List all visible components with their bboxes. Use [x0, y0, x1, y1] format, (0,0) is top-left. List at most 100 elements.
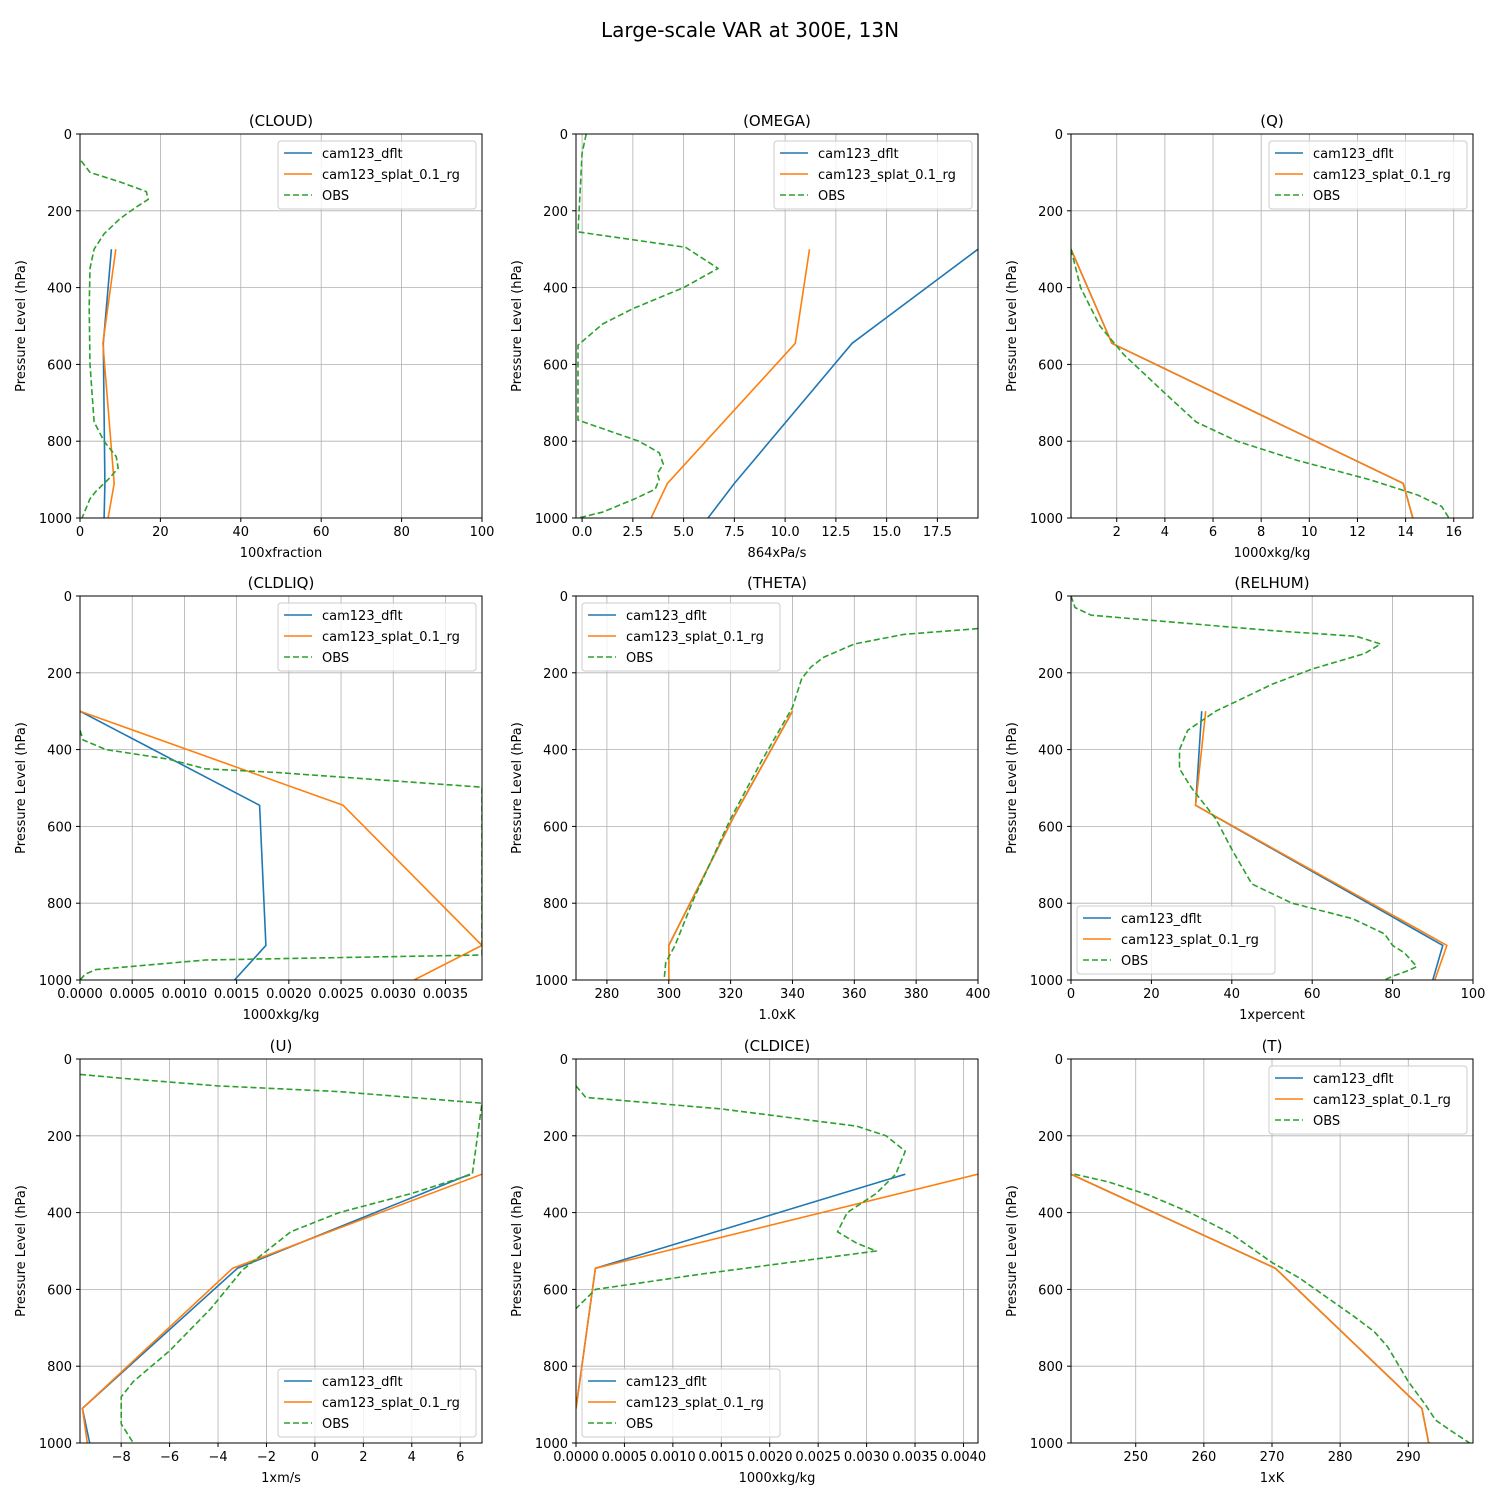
y-axis-label: Pressure Level (hPa) — [1005, 1185, 1020, 1317]
x-axis-label: 1xm/s — [261, 1471, 301, 1486]
panel-8: 250 260 270 280 290 0 200 400 600 800 1000 (T) 1xK Pr… — [1005, 1037, 1474, 1486]
y-tick-label: 1000 — [1030, 1437, 1063, 1452]
y-tick-label: 600 — [47, 358, 72, 373]
x-tick-label: −2 — [257, 1450, 276, 1465]
y-tick-label: 1000 — [39, 1437, 72, 1452]
y-axis-label: Pressure Level (hPa) — [510, 260, 525, 392]
panel-title: (CLDLIQ) — [248, 574, 315, 592]
x-tick-label: 300 — [656, 987, 681, 1002]
series-line-cam123-splat-0-1-rg — [576, 1173, 978, 1409]
y-tick-label: 400 — [1038, 1207, 1063, 1222]
x-tick-label: 0.0020 — [747, 1450, 793, 1465]
x-tick-label: 270 — [1260, 1450, 1285, 1465]
y-tick-label: 0 — [1055, 1053, 1063, 1068]
panel-title: (CLDICE) — [744, 1037, 810, 1055]
series-line-cam123-splat-0-1-rg — [650, 249, 811, 518]
x-tick-label: 260 — [1191, 1450, 1216, 1465]
y-tick-label: 1000 — [1030, 512, 1063, 527]
series-group — [1071, 596, 1448, 980]
legend-label: cam123_dflt — [818, 147, 899, 162]
x-tick-label: 380 — [904, 987, 929, 1002]
x-tick-label: 0.0030 — [844, 1450, 890, 1465]
panel-2: 2 4 6 8 10 12 14 16 0 200 400 600 800 1000 (Q) 1000xkg/… — [1005, 112, 1474, 561]
y-tick-label: 600 — [47, 1283, 72, 1298]
legend-label: cam123_dflt — [1313, 1072, 1394, 1087]
x-tick-label: −6 — [160, 1450, 179, 1465]
x-tick-label: 60 — [1304, 987, 1321, 1002]
x-tick-label: 6 — [1209, 525, 1217, 540]
series-group — [1071, 1173, 1471, 1443]
legend-box — [277, 140, 477, 210]
x-tick-label: 280 — [595, 987, 620, 1002]
y-tick-label: 200 — [1038, 1130, 1063, 1145]
y-tick-label: 0 — [560, 1053, 568, 1068]
panel-title: (U) — [270, 1037, 293, 1055]
axes-frame — [79, 133, 483, 519]
x-axis-label: 1xpercent — [1239, 1008, 1305, 1023]
x-tick-label: 0 — [1067, 987, 1075, 1002]
y-tick-label: 1000 — [39, 512, 72, 527]
x-tick-label: 14 — [1397, 525, 1414, 540]
y-tick-label: 600 — [543, 820, 568, 835]
panel-0: 0 20 40 60 80 10002004006008001000(CLOUD)100x… — [14, 112, 494, 561]
x-tick-label: 360 — [842, 987, 867, 1002]
axes-frame — [1070, 133, 1474, 519]
x-tick-label: 280 — [1328, 1450, 1353, 1465]
y-tick-label: 800 — [1038, 897, 1063, 912]
y-tick-label: 600 — [543, 358, 568, 373]
series-group — [1071, 248, 1450, 518]
legend-label: OBS — [322, 1417, 349, 1432]
x-tick-label: 6 — [456, 1450, 464, 1465]
y-axis-label: Pressure Level (hPa) — [1005, 722, 1020, 854]
y-axis-label: Pressure Level (hPa) — [14, 260, 29, 392]
panel-4: 280 300 320 340 360 380 400 0 200 400 600 800 1000 (T… — [510, 574, 990, 1023]
y-tick-label: 1000 — [1030, 974, 1063, 989]
series-line-cam123-dflt — [80, 710, 267, 980]
x-tick-label: 40 — [1224, 987, 1241, 1002]
y-tick-label: 0 — [560, 128, 568, 143]
legend-label: OBS — [626, 651, 653, 666]
x-tick-label: 340 — [780, 987, 805, 1002]
legend-label: cam123_dflt — [1313, 147, 1394, 162]
x-tick-label: 0.0010 — [650, 1450, 696, 1465]
x-tick-label: 8 — [1257, 525, 1265, 540]
panel-title: (CLOUD) — [249, 112, 313, 130]
legend-box — [277, 1368, 477, 1438]
y-axis-label: Pressure Level (hPa) — [14, 722, 29, 854]
legend-label: cam123_dflt — [1121, 912, 1202, 927]
x-tick-label: 10.0 — [771, 525, 800, 540]
legend: cam123_dflt cam123_splat_0.1_rg OBS — [773, 140, 973, 210]
series-group — [80, 710, 482, 980]
y-axis-label: Pressure Level (hPa) — [510, 1185, 525, 1317]
x-tick-label: 0.0000 — [553, 1450, 599, 1465]
y-tick-label: 0 — [64, 1053, 72, 1068]
x-tick-label: 20 — [1143, 987, 1160, 1002]
axes-frame — [575, 595, 979, 981]
y-tick-label: 0 — [560, 590, 568, 605]
x-tick-label: 0.0040 — [941, 1450, 987, 1465]
y-tick-label: 200 — [543, 205, 568, 220]
panel-title: (THETA) — [747, 574, 807, 592]
legend-label: cam123_dflt — [322, 1375, 403, 1390]
series-line-obs — [576, 1085, 907, 1310]
x-tick-label: −8 — [112, 1450, 131, 1465]
x-tick-label: 0.0 — [572, 525, 593, 540]
x-tick-label: 17.5 — [923, 525, 952, 540]
y-tick-label: 200 — [47, 667, 72, 682]
x-tick-label: 0.0030 — [370, 987, 416, 1002]
x-axis-label: 1000xkg/kg — [1234, 546, 1311, 561]
axes-frame — [1070, 595, 1474, 981]
y-tick-label: 1000 — [39, 974, 72, 989]
legend-label: cam123_dflt — [322, 609, 403, 624]
panel-6: −8 −6 −4 −2 0 2 4 6 0 200 400 600 800 1000 (U) 1xm/s Pre… — [14, 1037, 483, 1486]
y-tick-label: 600 — [1038, 358, 1063, 373]
x-tick-label: 5.0 — [673, 525, 694, 540]
x-tick-label: −4 — [208, 1450, 227, 1465]
legend: cam123_dflt cam123_splat_0.1_rg OBS — [581, 1368, 781, 1438]
y-tick-label: 0 — [64, 128, 72, 143]
legend-label: OBS — [322, 651, 349, 666]
series-line-obs — [80, 160, 150, 518]
legend-label: cam123_dflt — [322, 147, 403, 162]
y-tick-label: 600 — [543, 1283, 568, 1298]
y-tick-label: 400 — [47, 744, 72, 759]
